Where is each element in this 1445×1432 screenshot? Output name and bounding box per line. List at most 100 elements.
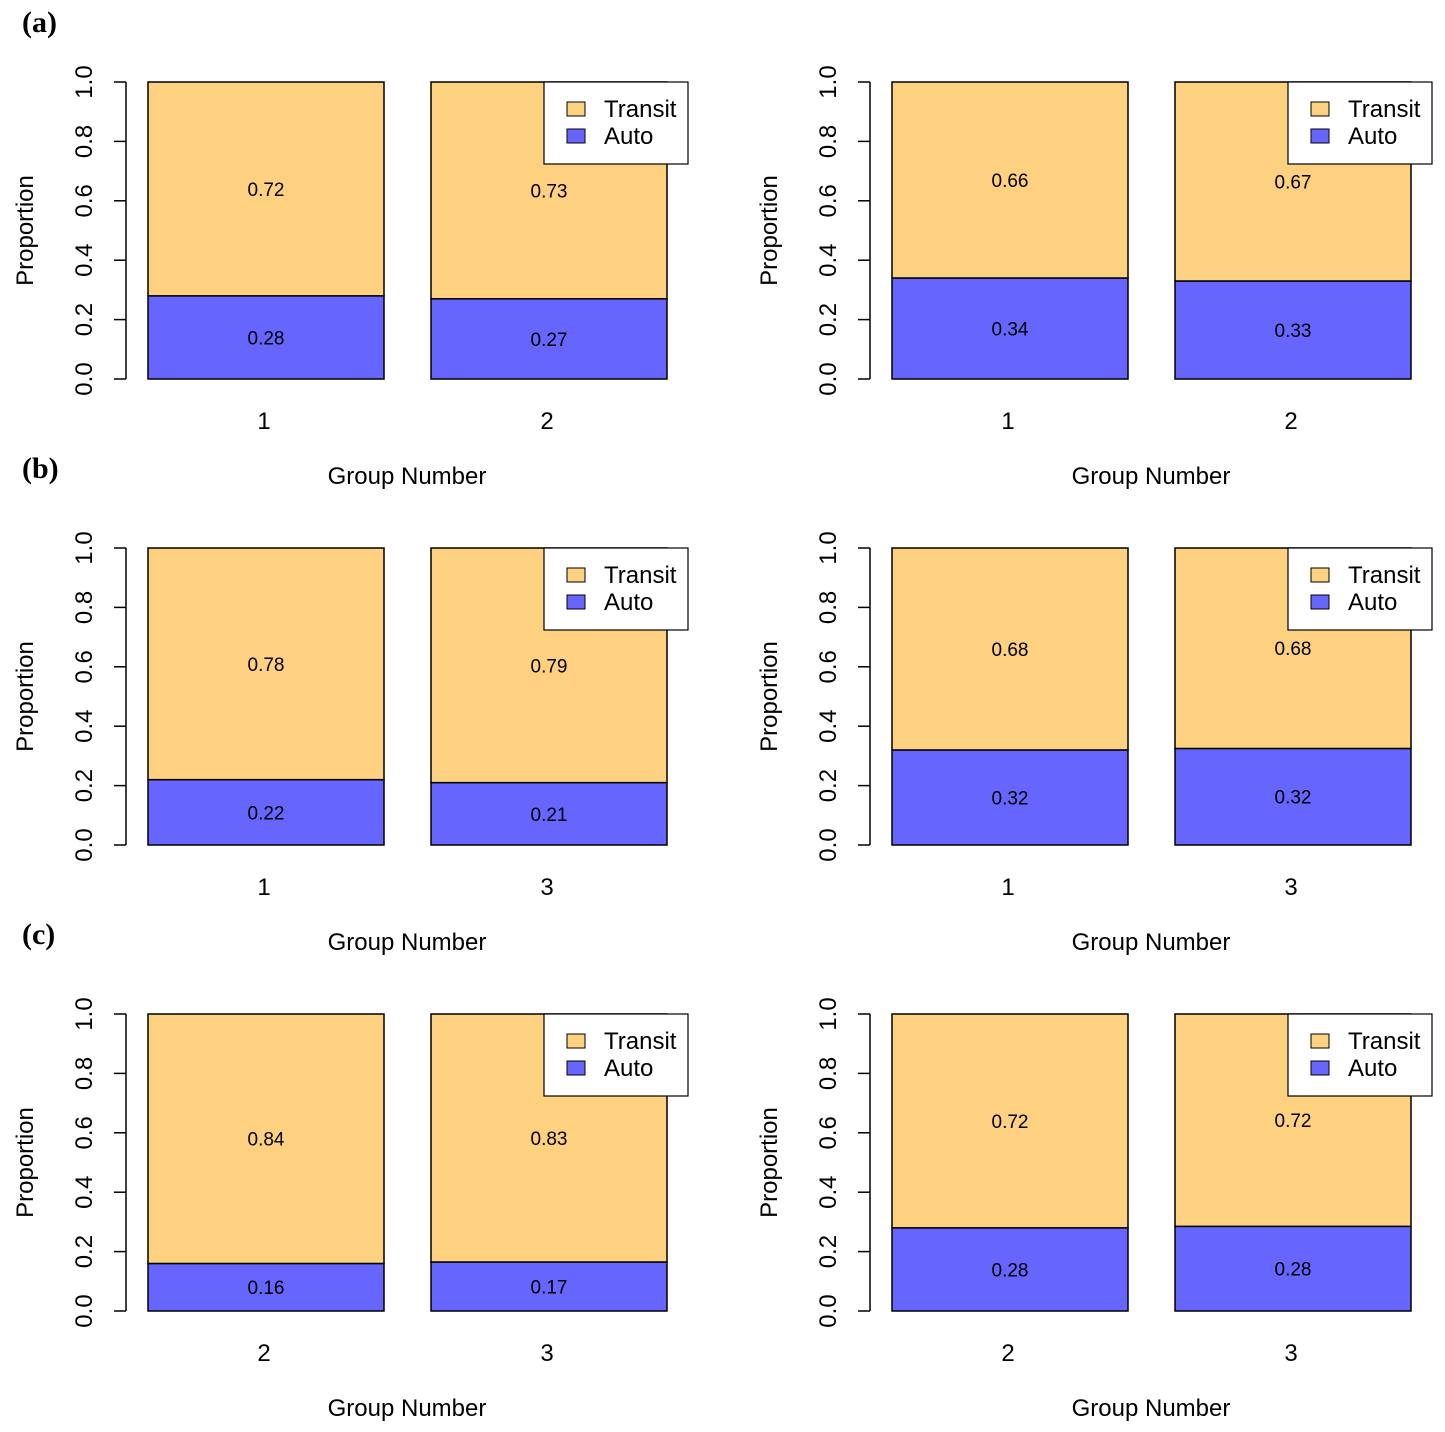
y-tick-label: 0.0: [815, 828, 842, 861]
y-axis-label: Proportion: [12, 1107, 39, 1218]
data-label-transit: 0.78: [248, 655, 285, 676]
legend-box: [1287, 547, 1433, 631]
chart-a-right: 0.0 0.2 0.4 0.6 0.8 1.0 Proportion 0.34 0.66 1 0.3…: [756, 65, 1433, 490]
legend-label-transit: Transit: [1348, 96, 1421, 123]
x-axis-label: Group Number: [328, 1395, 487, 1422]
legend-box: [1287, 1013, 1433, 1097]
y-tick-label: 0.6: [815, 1116, 842, 1149]
bar-auto-2: [891, 1227, 1129, 1312]
y-tick-label: 1.0: [815, 997, 842, 1030]
legend-box: [543, 81, 689, 165]
legend-swatch-transit: [1310, 567, 1330, 583]
y-axis-label: Proportion: [12, 641, 39, 752]
legend-label-transit: Transit: [604, 1028, 677, 1055]
x-tick-label: 3: [1284, 874, 1297, 901]
chart-a-left: 0.0 0.2 0.4 0.6 0.8 1.0 Proportion 0.28 0.72 1 0.2…: [12, 65, 689, 490]
legend-label-auto: Auto: [604, 1055, 653, 1082]
legend-swatch-transit: [1310, 101, 1330, 117]
data-label-transit: 0.79: [531, 656, 568, 677]
data-label-auto: 0.28: [992, 1260, 1029, 1281]
y-tick-label: 0.2: [815, 303, 842, 336]
y-tick-label: 0.4: [815, 710, 842, 743]
y-tick-label: 0.4: [71, 710, 98, 743]
legend-swatch-auto: [1310, 128, 1330, 144]
data-label-transit: 0.67: [1275, 172, 1312, 193]
x-tick-label: 3: [540, 1340, 553, 1367]
y-axis-label: Proportion: [12, 175, 39, 286]
data-label-auto: 0.28: [248, 328, 285, 349]
data-label-auto: 0.16: [248, 1278, 285, 1299]
panel-label-b: (b): [22, 452, 59, 485]
x-axis-label: Group Number: [1072, 929, 1231, 956]
y-axis-label: Proportion: [756, 1107, 783, 1218]
bar-transit-2: [891, 1013, 1129, 1229]
y-tick-label: 0.6: [71, 1116, 98, 1149]
y-tick-label: 0.8: [71, 591, 98, 624]
y-tick-label: 0.8: [815, 125, 842, 158]
legend-swatch-transit: [566, 1033, 586, 1049]
y-tick-label: 0.2: [71, 769, 98, 802]
bar-transit-1: [147, 547, 385, 781]
y-tick-label: 0.0: [71, 1294, 98, 1327]
bar-auto-2: [430, 298, 668, 380]
x-tick-label: 3: [540, 874, 553, 901]
bar-auto-2: [1174, 280, 1412, 380]
y-tick-label: 0.4: [815, 1176, 842, 1209]
legend-label-transit: Transit: [604, 562, 677, 589]
legend-swatch-auto: [566, 594, 586, 610]
x-tick-label: 1: [1001, 408, 1014, 435]
chart-b-left: 0.0 0.2 0.4 0.6 0.8 1.0 Proportion 0.22 0.78 1 0.2…: [12, 531, 689, 956]
data-label-transit: 0.68: [992, 640, 1029, 661]
y-tick-label: 0.4: [71, 244, 98, 277]
legend-label-auto: Auto: [1348, 589, 1397, 616]
legend-label-transit: Transit: [1348, 562, 1421, 589]
data-label-auto: 0.17: [531, 1277, 568, 1298]
bar-transit-2: [147, 1013, 385, 1265]
x-tick-label: 2: [1284, 408, 1297, 435]
y-tick-label: 0.2: [71, 303, 98, 336]
y-tick-label: 0.0: [815, 362, 842, 395]
legend-swatch-transit: [1310, 1033, 1330, 1049]
data-label-transit: 0.68: [1275, 639, 1312, 660]
data-label-transit: 0.73: [531, 181, 568, 202]
bar-auto-1: [891, 277, 1129, 380]
x-axis-label: Group Number: [328, 929, 487, 956]
y-tick-label: 0.6: [71, 184, 98, 217]
y-tick-label: 0.8: [71, 125, 98, 158]
legend-swatch-auto: [1310, 1060, 1330, 1076]
legend-swatch-auto: [566, 128, 586, 144]
legend-label-transit: Transit: [1348, 1028, 1421, 1055]
legend-swatch-auto: [566, 1060, 586, 1076]
y-tick-label: 0.0: [71, 828, 98, 861]
legend-label-auto: Auto: [604, 123, 653, 150]
legend-label-auto: Auto: [1348, 123, 1397, 150]
bar-auto-1: [891, 749, 1129, 846]
y-tick-label: 1.0: [71, 531, 98, 564]
y-tick-label: 0.6: [71, 650, 98, 683]
legend-swatch-transit: [566, 567, 586, 583]
data-label-transit: 0.72: [248, 180, 285, 201]
y-axis-label: Proportion: [756, 641, 783, 752]
panel-label-a: (a): [22, 6, 57, 39]
x-axis-label: Group Number: [328, 463, 487, 490]
legend-box: [543, 547, 689, 631]
y-tick-label: 0.8: [71, 1057, 98, 1090]
y-tick-label: 0.6: [815, 650, 842, 683]
y-tick-label: 0.0: [71, 362, 98, 395]
chart-b-right: 0.0 0.2 0.4 0.6 0.8 1.0 Proportion 0.32 0.68 1 0.3…: [756, 531, 1433, 956]
legend-label-auto: Auto: [1348, 1055, 1397, 1082]
x-tick-label: 1: [257, 408, 270, 435]
panel-label-c: (c): [22, 918, 55, 951]
legend-box: [543, 1013, 689, 1097]
y-tick-label: 0.2: [815, 1235, 842, 1268]
legend-label-transit: Transit: [604, 96, 677, 123]
chart-grid: 0.0 0.2 0.4 0.6 0.8 1.0 Proportion 0.28 0.72 1 0.2…: [12, 65, 1433, 1422]
x-tick-label: 2: [1001, 1340, 1014, 1367]
y-tick-label: 0.0: [815, 1294, 842, 1327]
